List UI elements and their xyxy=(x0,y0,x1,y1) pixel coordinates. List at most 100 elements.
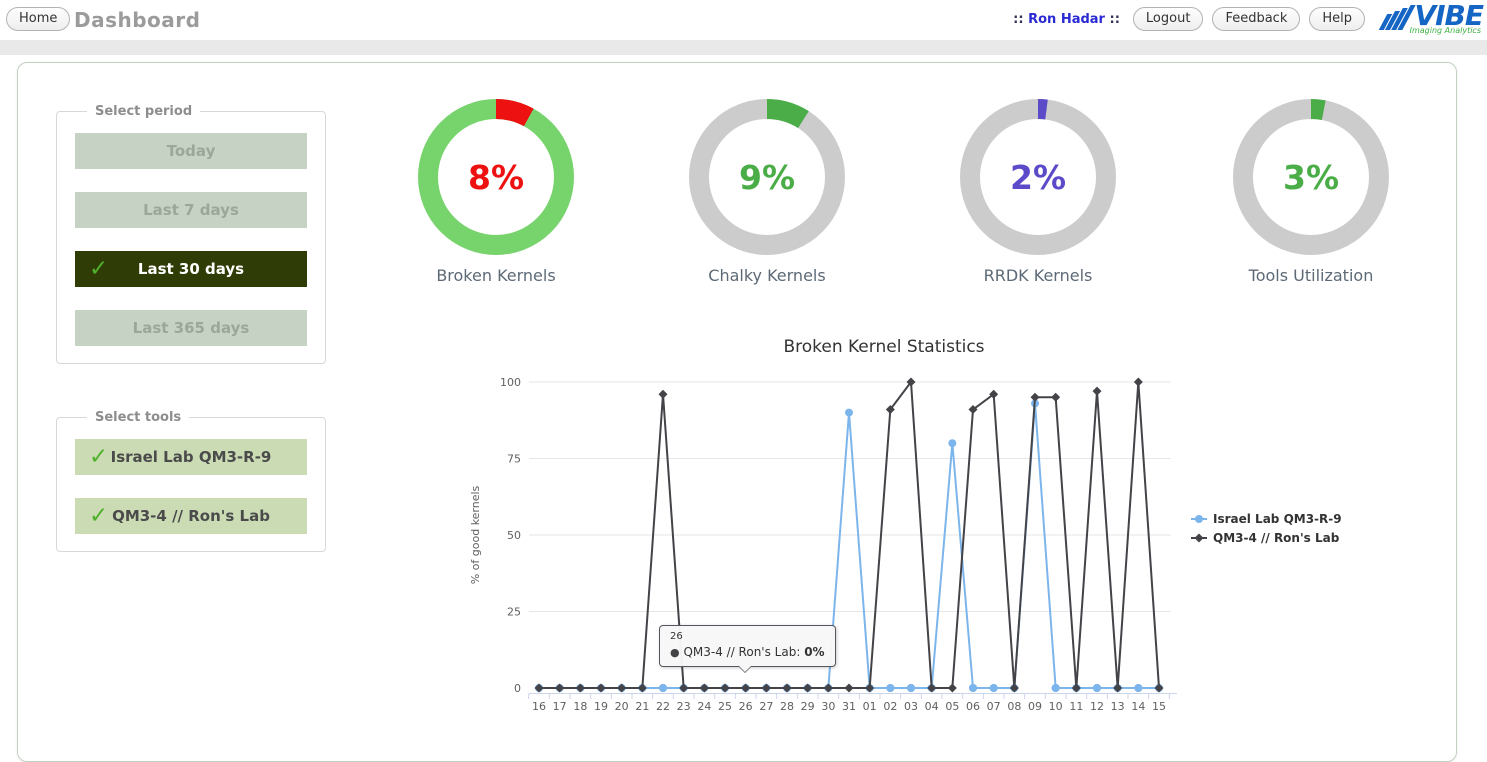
svg-text:14: 14 xyxy=(1131,700,1145,713)
donut-chart[interactable] xyxy=(416,97,576,257)
donut-label: Tools Utilization xyxy=(1248,266,1374,285)
svg-text:31: 31 xyxy=(842,700,856,713)
svg-text:19: 19 xyxy=(594,700,608,713)
tooltip-header: 26 xyxy=(670,631,683,642)
svg-text:10: 10 xyxy=(1049,700,1063,713)
period-button-last-30-days[interactable]: ✓ Last 30 days xyxy=(75,251,307,287)
y-axis-tick-label: 75 xyxy=(507,453,521,466)
period-button-label: Last 30 days xyxy=(137,260,245,278)
donut-broken-kernels: 8% Broken Kernels xyxy=(416,97,576,285)
page-title: Dashboard xyxy=(74,8,201,32)
donut-label: RRDK Kernels xyxy=(983,266,1093,285)
legend-item-israel-lab-qm3-r-9[interactable]: Israel Lab QM3-R-9 xyxy=(1191,512,1342,526)
series-marker-icon: ● xyxy=(670,646,680,659)
home-button[interactable]: Home xyxy=(6,7,71,31)
x-axis-labels: 16 17 18 19 20 21 22 23 24 25 26 27 28 29 30 31 01 02 03 04… xyxy=(532,700,1166,713)
user-suffix: :: xyxy=(1109,11,1120,27)
svg-text:30: 30 xyxy=(821,700,835,713)
series-markers xyxy=(535,399,1163,692)
chart-legend: Israel Lab QM3-R-9 QM3-4 // Ron's Lab xyxy=(1191,512,1342,545)
x-axis-ticks xyxy=(528,693,1170,699)
donut-chart[interactable] xyxy=(687,97,847,257)
user-label: :: Ron Hadar :: xyxy=(1013,12,1120,27)
y-gridlines xyxy=(529,381,1171,612)
tool-button-qm3-4-rons-lab[interactable]: ✓ QM3-4 // Ron's Lab xyxy=(75,498,307,534)
vibe-logo[interactable]: VIBE Imaging Analytics xyxy=(1371,1,1484,35)
svg-text:01: 01 xyxy=(863,700,877,713)
svg-text:12: 12 xyxy=(1090,700,1104,713)
period-button-label: Last 7 days xyxy=(143,201,239,219)
vibe-logo-bars-icon xyxy=(1379,5,1417,30)
user-name-link[interactable]: Ron Hadar xyxy=(1028,11,1105,27)
svg-text:26: 26 xyxy=(739,700,753,713)
svg-text:21: 21 xyxy=(635,700,649,713)
y-axis-tick-label: 0 xyxy=(514,682,521,695)
svg-text:08: 08 xyxy=(1007,700,1021,713)
y-axis-tick-label: 100 xyxy=(500,376,521,389)
logout-button[interactable]: Logout xyxy=(1132,7,1204,31)
feedback-button[interactable]: Feedback xyxy=(1212,7,1301,31)
legend-item-qm3-4-ron-s-lab[interactable]: QM3-4 // Ron's Lab xyxy=(1191,531,1340,545)
broken-kernel-statistics-chart[interactable]: 0 25 50 75 100 Broken Kernel Statistics % of g… xyxy=(451,328,1351,728)
donut-label: Broken Kernels xyxy=(436,266,556,285)
donut-rrdk-kernels: 2% RRDK Kernels xyxy=(958,97,1118,285)
check-icon: ✓ xyxy=(89,503,109,529)
donut-tools-utilization: 3% Tools Utilization xyxy=(1231,97,1391,285)
svg-text:03: 03 xyxy=(904,700,918,713)
svg-text:28: 28 xyxy=(780,700,794,713)
top-header: Home Dashboard :: Ron Hadar :: Logout Fe… xyxy=(0,0,1487,40)
svg-text:16: 16 xyxy=(532,700,546,713)
header-actions: :: Ron Hadar :: Logout Feedback Help xyxy=(1013,7,1365,31)
tool-button-israel-lab[interactable]: ✓ Israel Lab QM3-R-9 xyxy=(75,439,307,475)
select-period-legend: Select period xyxy=(95,104,193,119)
vibe-logo-subtitle: Imaging Analytics xyxy=(1409,26,1481,35)
svg-text:06: 06 xyxy=(966,700,980,713)
tooltip-body: ● QM3-4 // Ron's Lab: 0% xyxy=(670,645,825,659)
svg-text:09: 09 xyxy=(1028,700,1042,713)
svg-text:24: 24 xyxy=(697,700,711,713)
y-axis-tick-label: 25 xyxy=(507,606,521,619)
period-button-today[interactable]: ✓ Today xyxy=(75,133,307,169)
tooltip-series-name: QM3-4 // Ron's Lab xyxy=(683,645,797,659)
svg-text:15: 15 xyxy=(1152,700,1166,713)
svg-text:17: 17 xyxy=(553,700,567,713)
donut-value: 3% xyxy=(1282,157,1340,197)
y-axis-tick-label: 50 xyxy=(507,529,521,542)
svg-text:27: 27 xyxy=(759,700,773,713)
select-tools-group: Select tools ✓ Israel Lab QM3-R-9 ✓ QM3-… xyxy=(56,410,326,552)
dashboard-panel: Select period ✓ Today ✓ Last 7 days ✓ La… xyxy=(17,62,1457,762)
check-icon: ✓ xyxy=(89,256,109,282)
series-markers xyxy=(534,377,1164,693)
chart-title: Broken Kernel Statistics xyxy=(783,337,984,357)
svg-text:29: 29 xyxy=(801,700,815,713)
svg-text:22: 22 xyxy=(656,700,670,713)
select-tools-legend: Select tools xyxy=(95,410,182,425)
check-icon: ✓ xyxy=(89,444,109,470)
donut-label: Chalky Kernels xyxy=(708,266,826,285)
svg-text:13: 13 xyxy=(1111,700,1125,713)
chart-tooltip: 26 ● QM3-4 // Ron's Lab: 0% xyxy=(659,625,836,673)
donut-chalky-kernels: 9% Chalky Kernels xyxy=(687,97,847,285)
svg-text:05: 05 xyxy=(945,700,959,713)
svg-text:23: 23 xyxy=(677,700,691,713)
help-button[interactable]: Help xyxy=(1309,7,1365,31)
donut-value: 2% xyxy=(1009,157,1067,197)
svg-text:04: 04 xyxy=(925,700,939,713)
header-divider-strip xyxy=(0,40,1487,55)
svg-text:QM3-4 // Ron's Lab: QM3-4 // Ron's Lab xyxy=(1213,531,1340,545)
period-button-last-7-days[interactable]: ✓ Last 7 days xyxy=(75,192,307,228)
overdrawn-markers xyxy=(659,684,1143,692)
donut-chart[interactable] xyxy=(1231,97,1391,257)
period-button-last-365-days[interactable]: ✓ Last 365 days xyxy=(75,310,307,346)
svg-text:02: 02 xyxy=(883,700,897,713)
donut-chart[interactable] xyxy=(958,97,1118,257)
select-period-group: Select period ✓ Today ✓ Last 7 days ✓ La… xyxy=(56,104,326,364)
svg-text:11: 11 xyxy=(1069,700,1083,713)
period-button-label: Today xyxy=(166,142,216,160)
svg-text:07: 07 xyxy=(987,700,1001,713)
donut-value: 8% xyxy=(467,157,525,197)
user-prefix: :: xyxy=(1013,11,1024,27)
svg-text:Israel Lab QM3-R-9: Israel Lab QM3-R-9 xyxy=(1213,512,1342,526)
period-button-label: Last 365 days xyxy=(132,319,250,337)
svg-text:18: 18 xyxy=(573,700,587,713)
